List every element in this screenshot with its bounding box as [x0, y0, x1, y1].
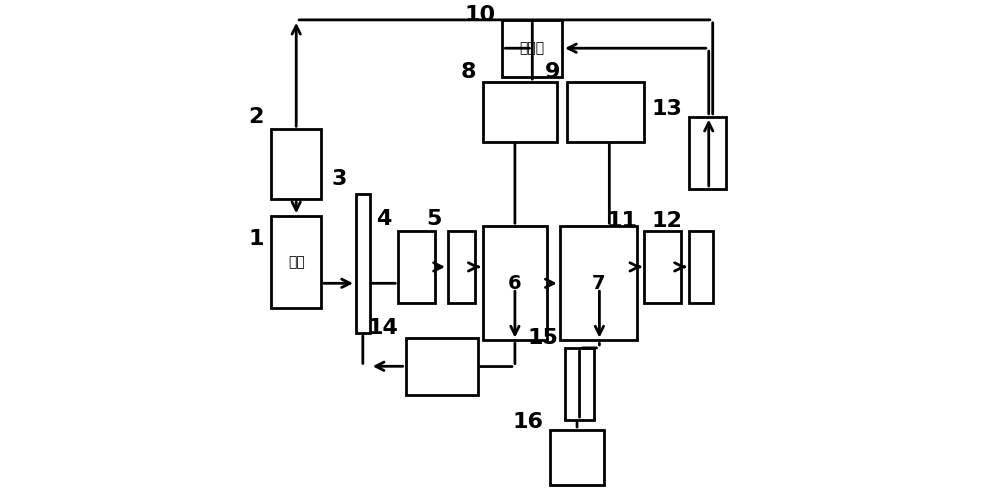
FancyBboxPatch shape: [398, 231, 435, 303]
Text: 13: 13: [652, 99, 682, 119]
FancyBboxPatch shape: [483, 82, 557, 142]
FancyBboxPatch shape: [560, 226, 637, 340]
Text: 2: 2: [249, 107, 264, 127]
FancyBboxPatch shape: [689, 117, 726, 189]
FancyBboxPatch shape: [565, 348, 594, 420]
FancyBboxPatch shape: [483, 226, 547, 340]
Text: 4: 4: [376, 209, 392, 229]
Text: 1: 1: [248, 229, 264, 248]
Text: 11: 11: [607, 211, 638, 231]
Text: 光源: 光源: [288, 255, 305, 269]
Text: 14: 14: [368, 318, 399, 338]
Text: 15: 15: [527, 328, 558, 348]
FancyBboxPatch shape: [689, 231, 713, 303]
Text: 计算机: 计算机: [520, 41, 545, 56]
Text: 8: 8: [461, 62, 476, 82]
Text: 3: 3: [332, 169, 347, 189]
FancyBboxPatch shape: [271, 129, 321, 199]
Text: 10: 10: [465, 5, 496, 25]
FancyBboxPatch shape: [644, 231, 681, 303]
FancyBboxPatch shape: [271, 216, 321, 308]
Text: 9: 9: [545, 62, 561, 82]
FancyBboxPatch shape: [406, 338, 478, 395]
Text: 7: 7: [591, 274, 605, 293]
Text: 12: 12: [652, 211, 682, 231]
Text: 6: 6: [508, 274, 522, 293]
FancyBboxPatch shape: [502, 20, 562, 77]
FancyBboxPatch shape: [448, 231, 475, 303]
Text: 5: 5: [426, 209, 441, 229]
FancyBboxPatch shape: [567, 82, 644, 142]
Text: 16: 16: [512, 413, 543, 432]
FancyBboxPatch shape: [356, 194, 370, 333]
FancyBboxPatch shape: [550, 430, 604, 485]
